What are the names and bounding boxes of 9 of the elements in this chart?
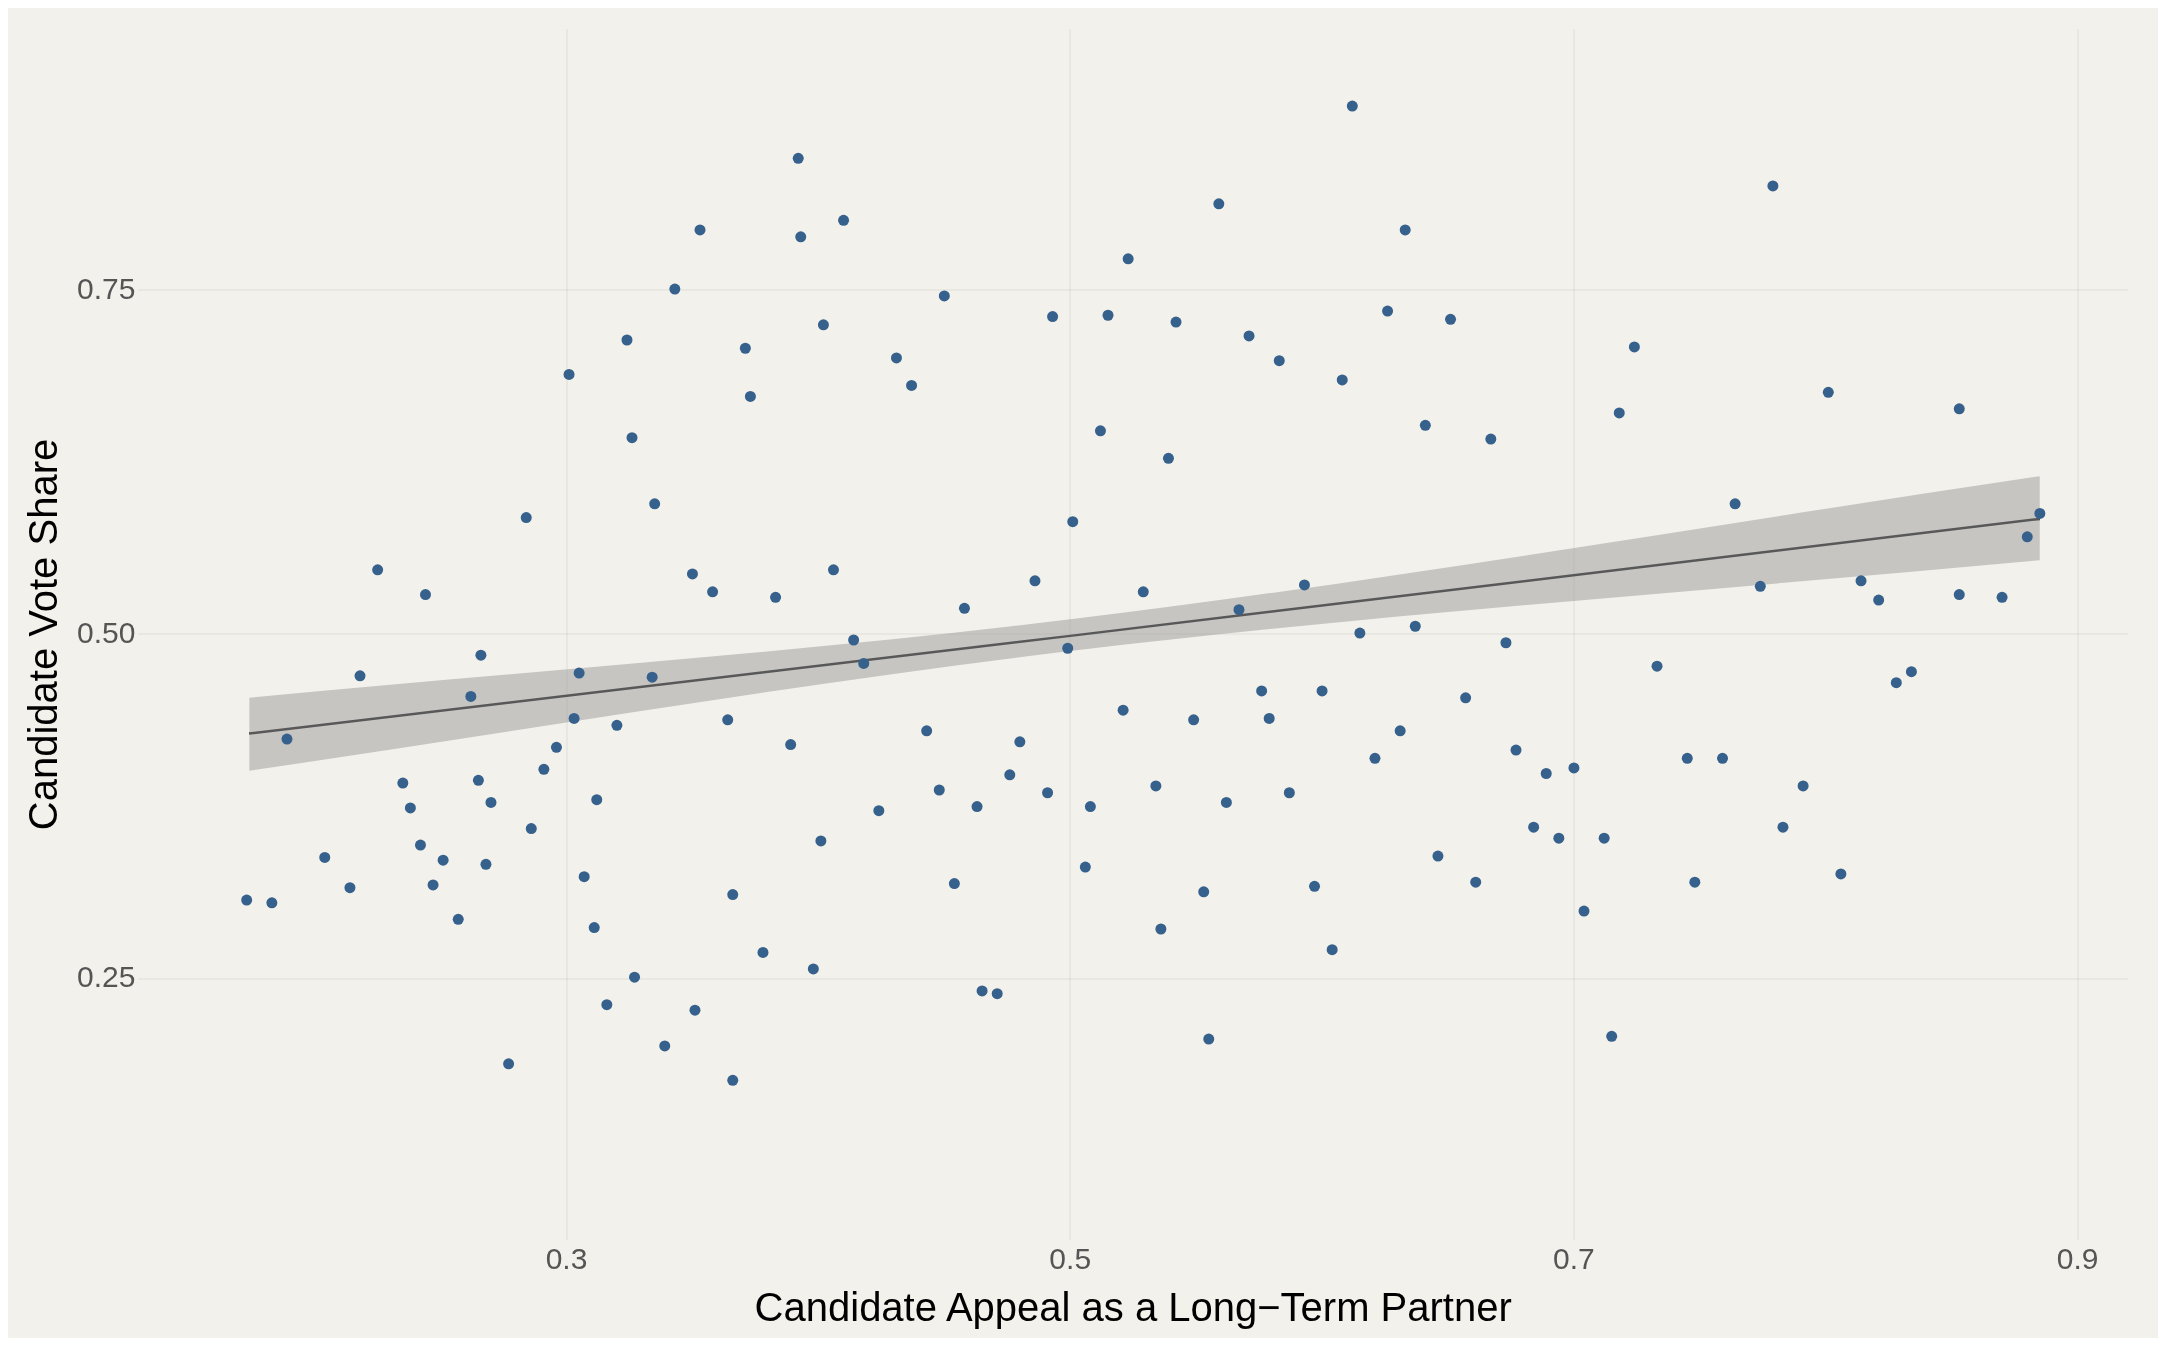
y-tick-label: 0.50 xyxy=(77,615,136,649)
y-axis-title: Candidate Vote Share xyxy=(21,438,66,831)
x-tick-label: 0.5 xyxy=(1049,1242,1092,1276)
x-tick-label: 0.7 xyxy=(1553,1242,1595,1276)
x-tick-label: 0.9 xyxy=(2056,1242,2099,1276)
y-tick-label: 0.75 xyxy=(77,271,136,305)
x-tick-label: 0.3 xyxy=(545,1242,588,1276)
y-tick-label: 0.25 xyxy=(77,959,136,993)
x-axis-title: Candidate Appeal as a Long−Term Partner xyxy=(754,1285,1512,1330)
